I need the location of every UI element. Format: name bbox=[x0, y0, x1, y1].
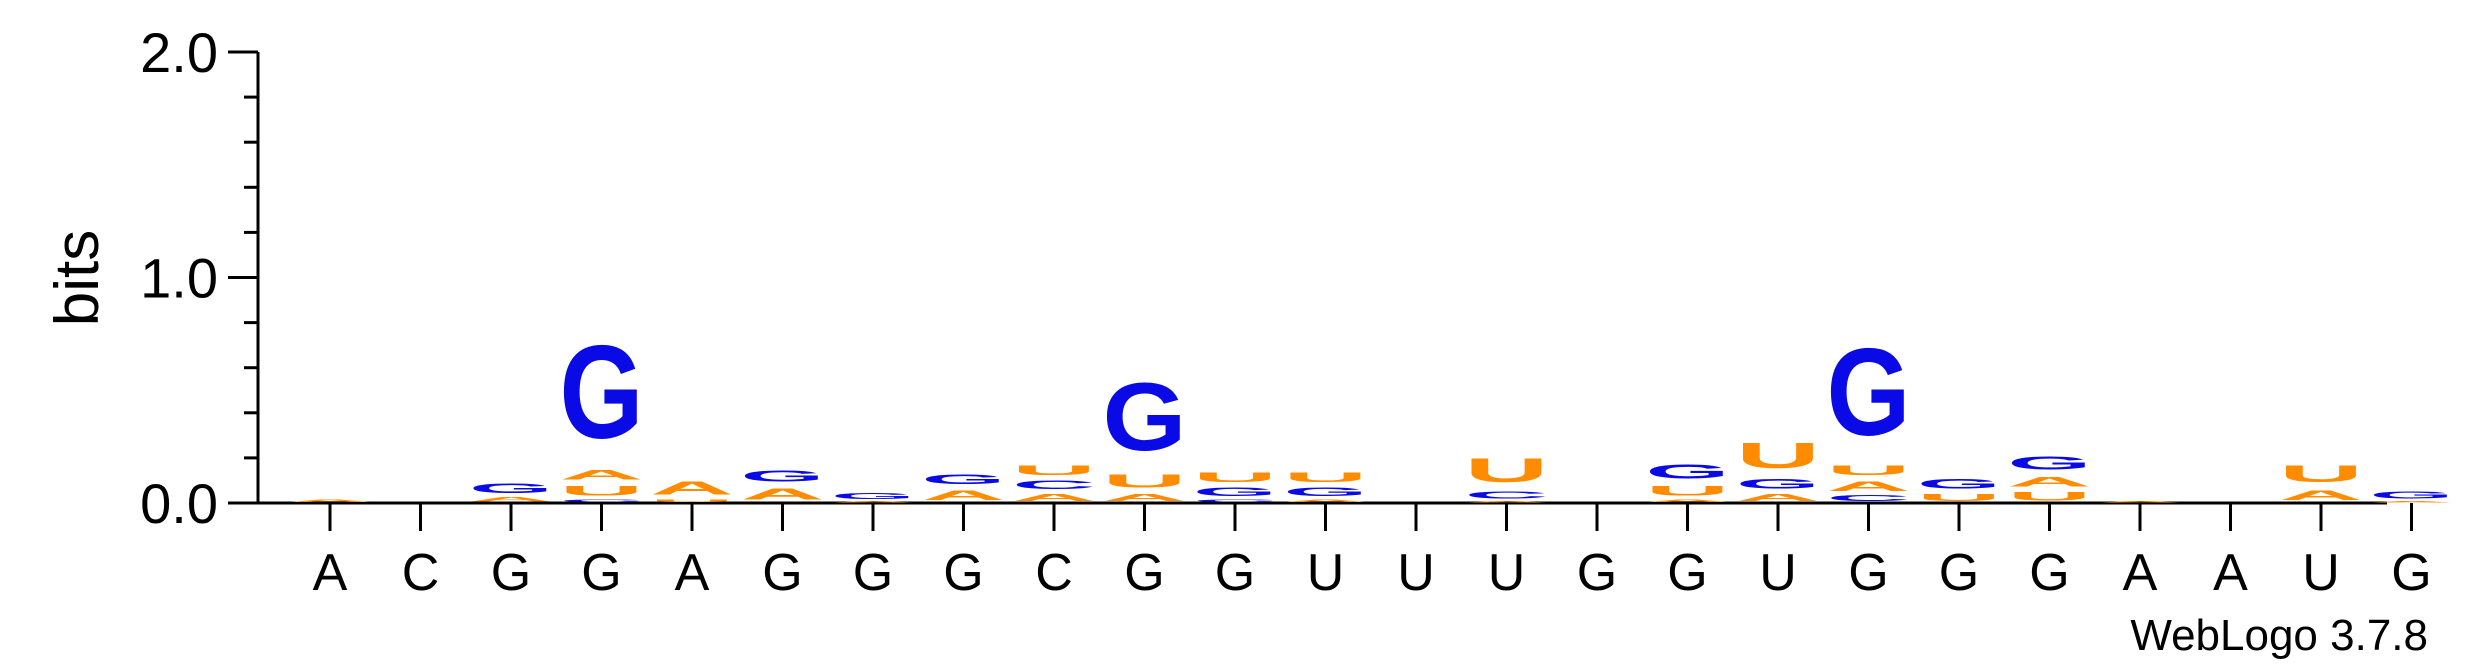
x-tick-label: A bbox=[2123, 544, 2158, 602]
logo-letter-A: A bbox=[1012, 492, 1096, 503]
logo-letter-G: G bbox=[922, 471, 1006, 487]
logo-letter-U: U bbox=[1012, 462, 1096, 478]
logo-letter-U: U bbox=[2279, 460, 2363, 487]
logo-letter-G: G bbox=[1646, 460, 1730, 482]
logo-letter-G: G bbox=[1103, 362, 1187, 470]
y-tick-label: 2.0 bbox=[140, 21, 218, 84]
x-tick-label: C bbox=[1035, 544, 1073, 602]
logo-letter-A: A bbox=[288, 499, 372, 503]
logo-letter-G: G bbox=[1284, 485, 1368, 499]
x-tick-label: G bbox=[581, 544, 621, 602]
x-tick-label: A bbox=[313, 544, 348, 602]
logo-letter-A: A bbox=[1827, 478, 1911, 494]
y-tick-label: 1.0 bbox=[140, 247, 218, 310]
x-tick-label: U bbox=[1397, 544, 1435, 602]
logo-letter-A: A bbox=[1736, 492, 1820, 503]
logo-letter-U: U bbox=[560, 483, 644, 499]
logo-letter-U: U bbox=[1736, 436, 1820, 476]
logo-letter-G: G bbox=[469, 481, 553, 497]
logo-letter-C: C bbox=[560, 499, 644, 503]
logo-letter-C: C bbox=[1465, 490, 1549, 501]
x-tick-label: U bbox=[2302, 544, 2340, 602]
logo-letter-A: A bbox=[1646, 499, 1730, 503]
logo-letter-A: A bbox=[922, 487, 1006, 503]
logo-letter-A: A bbox=[2008, 474, 2092, 490]
logo-letter-A: A bbox=[1284, 499, 1368, 503]
logo-letter-A: A bbox=[831, 501, 915, 503]
x-tick-label: U bbox=[1759, 544, 1797, 602]
y-ticks: 0.0 1.0 2.0 bbox=[140, 21, 258, 535]
x-tick-label: G bbox=[1215, 544, 1255, 602]
x-tick-label: G bbox=[762, 544, 802, 602]
logo-letter-A: A bbox=[1465, 501, 1549, 503]
x-tick-label: G bbox=[943, 544, 983, 602]
logo-letter-A: A bbox=[560, 467, 644, 483]
logo-letter-A: A bbox=[469, 496, 553, 503]
logo-letter-U: U bbox=[1465, 451, 1549, 489]
logo-letter-U: U bbox=[1103, 471, 1187, 491]
y-tick-label: 0.0 bbox=[140, 472, 218, 535]
logo-letter-U: U bbox=[1193, 469, 1277, 485]
x-tick-label: G bbox=[491, 544, 531, 602]
logo-letter-C: C bbox=[1012, 478, 1096, 492]
logo-letter-G: G bbox=[1917, 476, 2001, 492]
logo-letter-A: A bbox=[741, 485, 825, 503]
logo-letter-A: A bbox=[2098, 501, 2182, 503]
x-tick-label: U bbox=[1307, 544, 1345, 602]
logo-letter-C: C bbox=[1827, 494, 1911, 503]
logo-letter-U: U bbox=[1646, 483, 1730, 499]
weblogo-version-label: WebLogo 3.7.8 bbox=[2130, 611, 2428, 660]
logo-letter-A: A bbox=[650, 478, 734, 498]
logo-letter-G: G bbox=[2370, 490, 2454, 501]
x-tick-label: G bbox=[2029, 544, 2069, 602]
logo-letter-A: A bbox=[2370, 501, 2454, 503]
x-tick-label: G bbox=[1939, 544, 1979, 602]
logo-letter-A: A bbox=[2279, 487, 2363, 503]
logo-letter-A: A bbox=[1103, 492, 1187, 503]
logo-letter-G: G bbox=[560, 317, 644, 466]
logo-letter-G: G bbox=[1193, 485, 1277, 499]
x-tick-label: A bbox=[675, 544, 710, 602]
logo-letter-U: U bbox=[1827, 462, 1911, 478]
logo-letter-G: G bbox=[2008, 454, 2092, 474]
logo-letter-U: U bbox=[1917, 492, 2001, 503]
x-tick-label: G bbox=[1124, 544, 1164, 602]
logo-letter-G: G bbox=[1827, 322, 1911, 462]
x-tick-label: A bbox=[2213, 544, 2248, 602]
x-tick-label: G bbox=[1848, 544, 1888, 602]
logo-letter-U: U bbox=[2008, 489, 2092, 503]
x-tick-label: G bbox=[1577, 544, 1617, 602]
x-tick-label: G bbox=[853, 544, 893, 602]
x-tick-label: U bbox=[1488, 544, 1526, 602]
logo-letter-G: G bbox=[741, 467, 825, 485]
logo-letter-U: U bbox=[1284, 469, 1368, 485]
x-tick-label: C bbox=[402, 544, 440, 602]
logo-letter-U: U bbox=[650, 499, 734, 503]
logo-letter-G: G bbox=[831, 492, 915, 501]
logo-letter-G: G bbox=[1736, 476, 1820, 492]
x-tick-label: G bbox=[2391, 544, 2431, 602]
y-axis-label: bits bbox=[43, 230, 112, 326]
x-tick-label: G bbox=[1667, 544, 1707, 602]
logo-letter-C: C bbox=[1193, 499, 1277, 503]
